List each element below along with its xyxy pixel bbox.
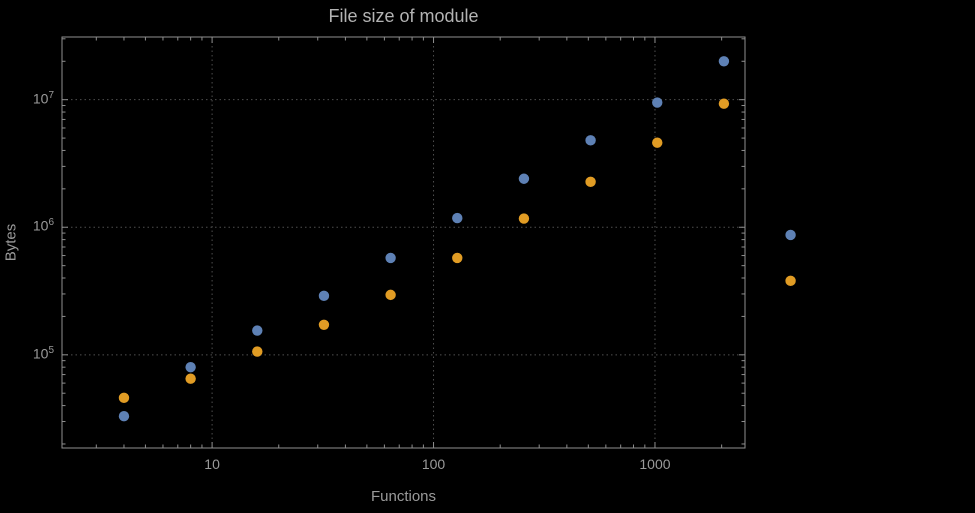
plot-frame xyxy=(61,36,746,449)
x-tick-label: 1000 xyxy=(639,456,671,472)
data-point-series-1 xyxy=(518,173,530,184)
y-tick-label: 105 xyxy=(32,344,54,362)
series-series-1 xyxy=(118,56,796,422)
data-point-series-2 xyxy=(385,289,396,301)
frame-ticks xyxy=(62,37,745,448)
data-point-series-1 xyxy=(318,290,330,302)
data-point-series-2 xyxy=(185,373,196,384)
data-point-series-1 xyxy=(585,135,596,146)
data-point-series-2 xyxy=(718,98,730,109)
data-point-series-2 xyxy=(452,252,463,264)
data-point-series-2 xyxy=(518,213,530,224)
y-tick-label: 106 xyxy=(32,217,54,234)
data-point-series-1 xyxy=(252,325,263,336)
x-axis-label: Functions xyxy=(370,488,437,505)
data-point-series-1 xyxy=(718,56,730,67)
x-tick-label: 100 xyxy=(421,456,446,472)
data-point-series-2 xyxy=(585,176,596,188)
data-point-series-1 xyxy=(385,252,396,264)
data-point-series-1 xyxy=(118,411,130,422)
series-series-2 xyxy=(118,98,796,404)
data-point-series-2 xyxy=(252,346,263,357)
data-point-series-1 xyxy=(452,212,463,224)
chart-title: File size of module xyxy=(328,6,479,26)
gridlines xyxy=(62,37,745,448)
y-axis-label: Bytes xyxy=(2,37,20,448)
data-point-series-2 xyxy=(785,275,796,287)
data-point-series-1 xyxy=(785,229,796,241)
data-point-series-1 xyxy=(652,97,663,108)
data-point-series-2 xyxy=(318,319,330,330)
y-tick-label: 107 xyxy=(32,89,54,107)
data-point-series-2 xyxy=(652,137,663,148)
y-axis-label-text: Bytes xyxy=(2,223,20,262)
data-point-series-1 xyxy=(185,361,196,373)
x-tick-label: 10 xyxy=(204,456,220,472)
data-point-series-2 xyxy=(118,392,130,404)
